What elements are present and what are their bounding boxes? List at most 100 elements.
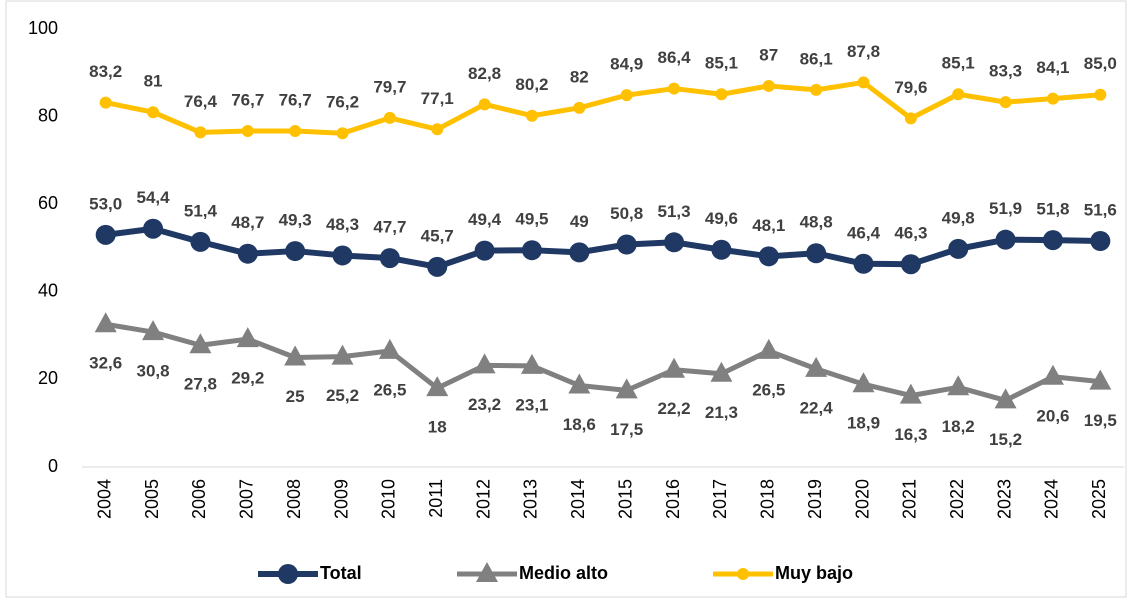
point: [474, 240, 495, 261]
point: [1046, 92, 1059, 105]
point: [336, 127, 349, 140]
data-label: 83,2: [89, 62, 122, 81]
data-label: 25: [286, 387, 305, 406]
legend-label: Medio alto: [519, 563, 608, 583]
data-label: 51,6: [1084, 200, 1117, 219]
point: [1089, 369, 1112, 390]
point: [476, 562, 498, 582]
point: [332, 245, 353, 266]
point: [857, 76, 870, 89]
x-tick-label: 2008: [284, 479, 304, 519]
data-label: 20,6: [1036, 406, 1069, 425]
point: [663, 357, 686, 378]
point: [573, 101, 586, 114]
point: [520, 353, 543, 374]
x-tick-label: 2011: [426, 479, 446, 518]
data-label: 76,2: [326, 93, 359, 112]
data-label: 50,8: [610, 204, 643, 223]
point: [237, 243, 258, 264]
x-tick-label: 2015: [615, 479, 635, 519]
point: [331, 344, 354, 365]
data-label: 51,4: [184, 201, 218, 220]
data-label: 48,7: [231, 213, 264, 232]
x-tick-label: 2023: [994, 479, 1014, 519]
point: [95, 224, 116, 245]
data-label: 49,4: [468, 210, 502, 229]
point: [473, 353, 496, 374]
x-tick-label: 2012: [473, 479, 493, 519]
point: [478, 98, 491, 111]
data-label: 48,1: [752, 216, 785, 235]
data-label: 51,8: [1036, 200, 1069, 219]
point: [383, 111, 396, 124]
point: [805, 356, 828, 377]
data-label: 17,5: [610, 420, 643, 439]
data-label: 51,3: [657, 202, 690, 221]
data-label: 79,6: [894, 78, 927, 97]
series-line: [105, 79, 1101, 136]
data-label: 23,2: [468, 395, 501, 414]
x-tick-label: 2005: [142, 479, 162, 519]
point: [142, 320, 165, 341]
data-label: 26,5: [373, 380, 406, 399]
y-tick-label: 60: [38, 193, 58, 213]
point: [285, 241, 306, 262]
data-label: 77,1: [421, 89, 454, 108]
point: [1094, 88, 1107, 101]
data-label: 53,0: [89, 194, 122, 213]
data-label: 27,8: [184, 375, 217, 394]
data-label: 87: [759, 45, 778, 64]
data-label: 84,1: [1036, 58, 1069, 77]
data-label: 18: [428, 418, 447, 437]
point: [947, 375, 970, 396]
point: [806, 243, 827, 264]
x-tick-label: 2024: [1042, 479, 1062, 519]
data-label: 45,7: [421, 226, 454, 245]
data-label: 22,4: [800, 398, 834, 417]
point: [427, 256, 448, 277]
point: [379, 248, 400, 269]
data-label: 86,1: [800, 49, 833, 68]
point: [948, 238, 969, 259]
point: [190, 231, 211, 252]
data-label: 21,3: [705, 403, 738, 422]
point: [664, 232, 685, 253]
data-label: 47,7: [373, 218, 406, 237]
point: [1041, 364, 1064, 385]
point: [762, 79, 775, 92]
data-label: 16,3: [894, 425, 927, 444]
x-tick-label: 2019: [805, 479, 825, 519]
x-tick-label: 2017: [710, 479, 730, 519]
y-tick-label: 40: [38, 281, 58, 301]
point: [241, 125, 254, 138]
data-label: 18,9: [847, 414, 880, 433]
point: [852, 372, 875, 393]
x-tick-label: 2009: [331, 479, 351, 519]
point: [615, 378, 638, 399]
point: [1042, 230, 1063, 251]
data-label: 48,8: [800, 213, 833, 232]
point: [904, 112, 917, 125]
data-label: 15,2: [989, 430, 1022, 449]
data-label: 84,9: [610, 55, 643, 74]
data-label: 18,6: [563, 415, 596, 434]
legend-label: Muy bajo: [775, 563, 853, 583]
point: [757, 338, 780, 359]
point: [569, 242, 590, 263]
point: [525, 109, 538, 122]
data-label: 87,8: [847, 42, 880, 61]
series-line: [105, 321, 1101, 403]
data-label: 18,2: [942, 417, 975, 436]
point: [952, 88, 965, 101]
data-label: 46,3: [894, 224, 927, 243]
data-label: 85,1: [942, 54, 975, 73]
data-label: 85,0: [1084, 54, 1117, 73]
point: [999, 96, 1012, 109]
point: [431, 123, 444, 136]
data-label: 82: [570, 67, 589, 86]
point: [189, 333, 212, 354]
data-label: 30,8: [136, 362, 169, 381]
x-tick-label: 2004: [94, 479, 114, 519]
